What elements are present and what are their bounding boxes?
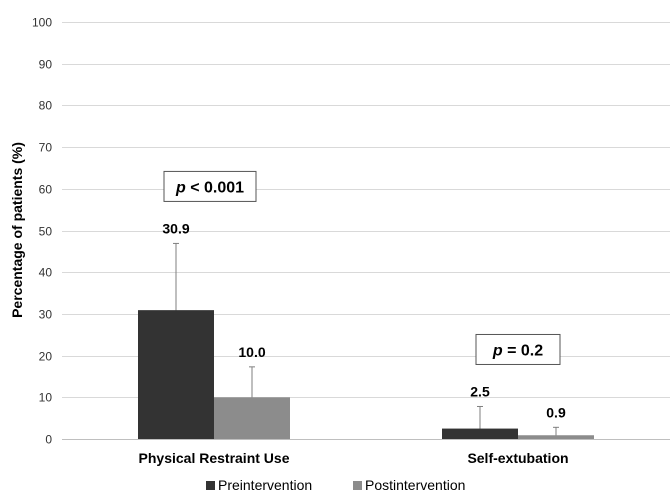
y-tick-label: 50 [39, 225, 53, 239]
y-tick-label: 40 [39, 266, 53, 280]
p-value-label: p = 0.2 [492, 342, 543, 359]
y-tick-label: 60 [39, 183, 53, 197]
bar [518, 435, 594, 439]
p-symbol: p [175, 179, 186, 196]
p-value-text: < 0.001 [186, 179, 244, 196]
y-tick-label: 10 [39, 391, 53, 405]
y-tick-label: 70 [39, 141, 53, 155]
data-label: 10.0 [238, 344, 265, 360]
y-axis-ticks: 0 10 20 30 40 50 60 70 80 90 100 [32, 16, 52, 447]
legend-label: Preintervention [218, 477, 312, 493]
category-label: Physical Restraint Use [139, 450, 290, 466]
p-symbol: p [492, 342, 503, 359]
y-tick-label: 20 [39, 350, 53, 364]
p-value-text: = 0.2 [503, 342, 544, 359]
p-value-box [163, 170, 257, 202]
bar [442, 428, 518, 439]
category-labels: Physical Restraint Use Self-extubation [139, 450, 569, 466]
y-axis-title: Percentage of patients (%) [9, 142, 25, 318]
y-tick-label: 80 [39, 99, 53, 113]
data-label: 30.9 [162, 220, 189, 236]
legend-swatch [206, 481, 215, 490]
bars [138, 310, 594, 439]
category-label: Self-extubation [467, 450, 568, 466]
p-value-label: p < 0.001 [175, 179, 244, 196]
legend: Preintervention Postintervention [206, 477, 465, 493]
legend-label: Postintervention [365, 477, 465, 493]
legend-swatch [353, 481, 362, 490]
y-tick-label: 90 [39, 58, 53, 72]
data-labels: 30.9 10.0 2.5 0.9 [162, 220, 566, 420]
data-label: 2.5 [470, 383, 490, 399]
data-label: 0.9 [546, 404, 566, 420]
bar [214, 397, 290, 439]
bar [138, 310, 214, 439]
y-tick-label: 30 [39, 308, 53, 322]
y-tick-label: 100 [32, 16, 52, 30]
p-value-box [475, 333, 561, 365]
y-tick-label: 0 [45, 433, 52, 447]
